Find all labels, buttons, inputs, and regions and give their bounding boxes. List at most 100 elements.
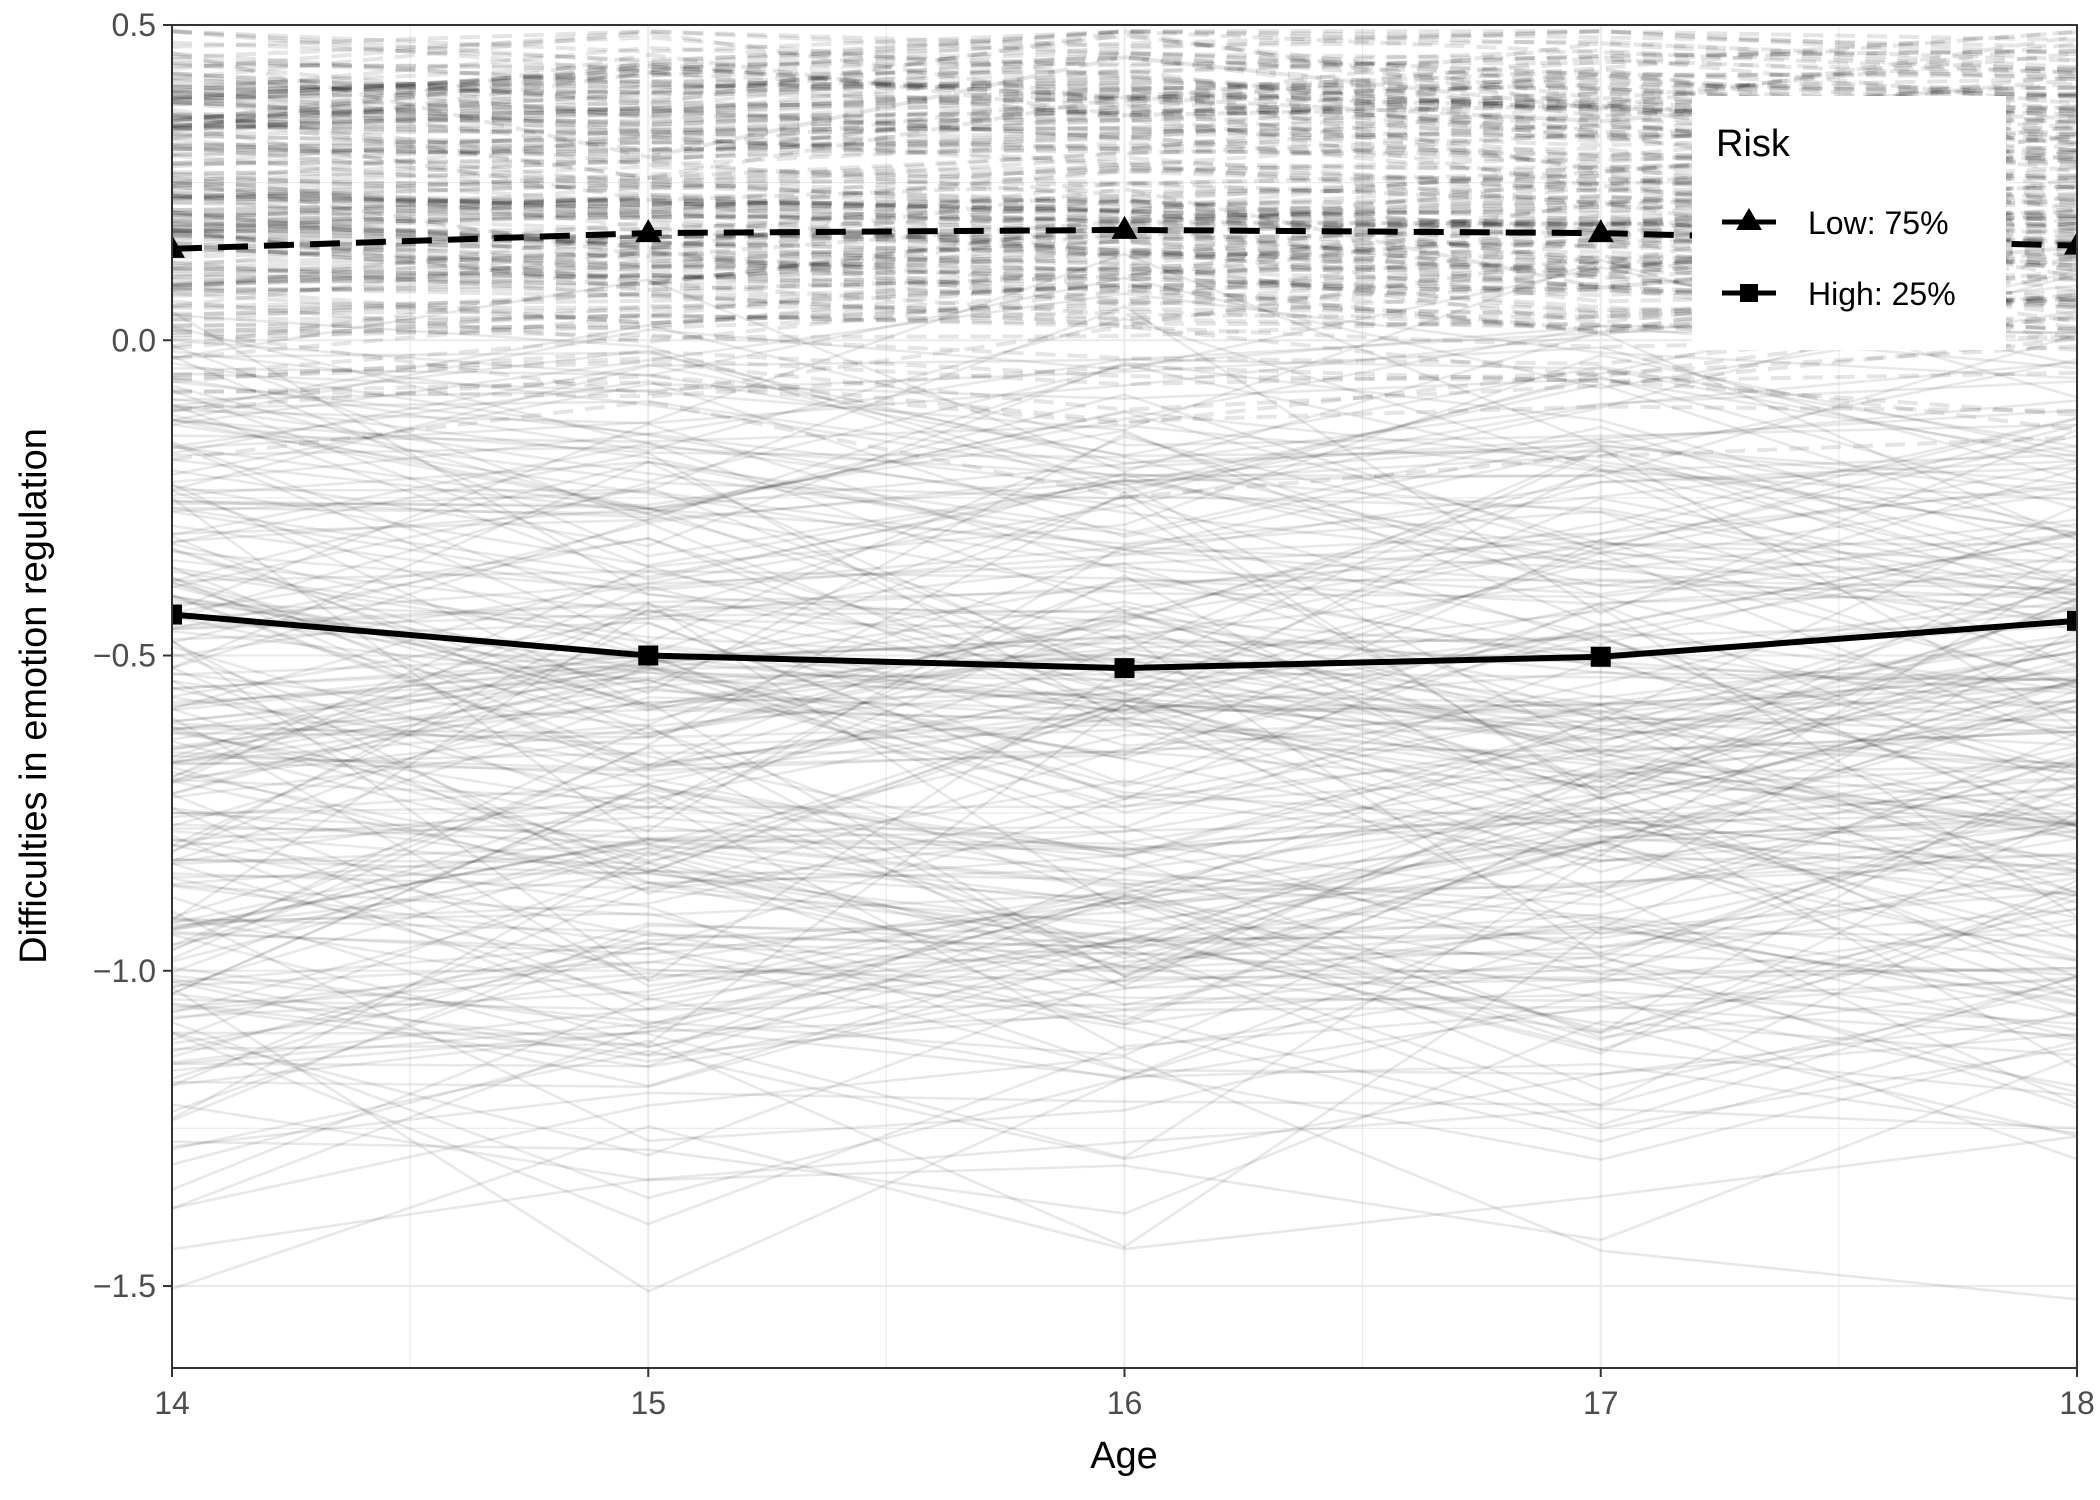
trajectory-high [172,889,2077,1200]
trajectory-high [172,653,2077,844]
x-tick-label: 17 [1583,1385,1619,1421]
trajectory-high [172,869,2077,1057]
trajectory-high [172,960,2077,1088]
trajectory-high [172,622,2077,771]
trajectory-high [172,601,2077,728]
trajectory-low [172,29,2077,131]
trajectory-high [172,776,2077,852]
trajectory-high [172,932,2077,1108]
trajectory-high [172,601,2077,913]
trajectory-high [172,482,2077,754]
trajectory-high [172,361,2077,593]
trajectory-high [172,820,2077,963]
trajectory-high [172,658,2077,829]
trajectory-high [172,635,2077,773]
trajectory-high [172,819,2077,1042]
trajectory-high [172,570,2077,814]
trajectory-high [172,380,2077,510]
trajectory-high [172,581,2077,739]
trajectory-high [172,548,2077,713]
trajectory-high [172,704,2077,895]
trajectory-high [172,755,2077,925]
trajectory-high [172,483,2077,789]
trajectory-high [172,678,2077,931]
point-high [1114,658,1135,679]
trajectory-high [172,820,2077,1087]
trajectory-high [172,576,2077,871]
trajectory-high [172,400,2077,470]
trajectory-high [172,460,2077,611]
trajectory-high [172,507,2077,715]
trajectory-high [172,521,2077,716]
trajectory-high [172,463,2077,713]
trajectory-high [172,621,2077,799]
trajectory-high [172,976,2077,1157]
point-high [172,604,182,625]
trajectory-high [172,393,2077,623]
trajectory-high [172,577,2077,788]
trajectory-high [172,540,2077,658]
trajectory-high [172,510,2077,625]
trajectory-high [172,384,2077,642]
trajectory-high [172,910,2077,1143]
trajectory-high [172,317,2077,580]
trajectory-high [172,842,2077,1063]
trajectory-high [172,350,2077,479]
y-tick-label: −0.5 [93,638,156,674]
trajectory-high [172,879,2077,1148]
trajectory-high [172,746,2077,990]
trajectory-high [172,679,2077,808]
trajectory-high [172,344,2077,588]
trajectory-high [172,323,2077,447]
trajectory-high [172,538,2077,767]
trajectory-high [172,627,2077,894]
trajectory-high [172,783,2077,995]
legend-key-triangle-icon [1736,208,1762,230]
trajectory-high [172,442,2077,745]
trajectory-high [172,613,2077,778]
trajectory-high [172,485,2077,592]
trajectory-high [172,731,2077,1048]
trajectory-high [172,358,2077,463]
trajectory-low [172,124,2077,203]
trajectory-high [172,313,2077,540]
trajectory-high [172,796,2077,1069]
trajectory-high [172,565,2077,779]
point-high [2067,610,2077,631]
trajectory-high [172,355,2077,558]
trajectory-high [172,419,2077,572]
trajectory-high [172,479,2077,567]
trajectory-high [172,603,2077,760]
trajectory-high [172,907,2077,1057]
trajectory-high [172,490,2077,801]
trajectory-high [172,758,2077,930]
trajectory-high [172,723,2077,835]
legend-key-square-icon [1740,284,1758,302]
trajectory-high [172,635,2077,828]
trajectory-high [172,360,2077,491]
trajectory-high [172,630,2077,825]
trajectory-high [172,574,2077,831]
trajectory-high [172,510,2077,833]
trajectory-high [172,781,2077,1026]
trajectory-high [172,825,2077,975]
trajectory-high [172,333,2077,478]
trajectory-high [172,349,2077,510]
trajectory-high [172,884,2077,970]
trajectory-high [172,434,2077,722]
trajectory-high [172,252,2077,485]
trajectory-high [172,331,2077,542]
trajectory-high [172,701,2077,979]
trajectory-high [172,707,2077,862]
trajectory-high [172,1107,2077,1251]
trajectory-high [172,719,2077,890]
trajectory-high [172,551,2077,614]
trajectory-high [172,590,2077,847]
trajectory-high [172,603,2077,858]
legend-label-high: High: 25% [1808,276,1956,312]
x-axis-title: Age [1090,1435,1158,1477]
trajectory-high [172,697,2077,919]
y-tick-labels: 0.5 0.0 −0.5 −1.0 −1.5 [93,7,156,1304]
trajectory-high [172,921,2077,1069]
trajectory-high [172,744,2077,901]
